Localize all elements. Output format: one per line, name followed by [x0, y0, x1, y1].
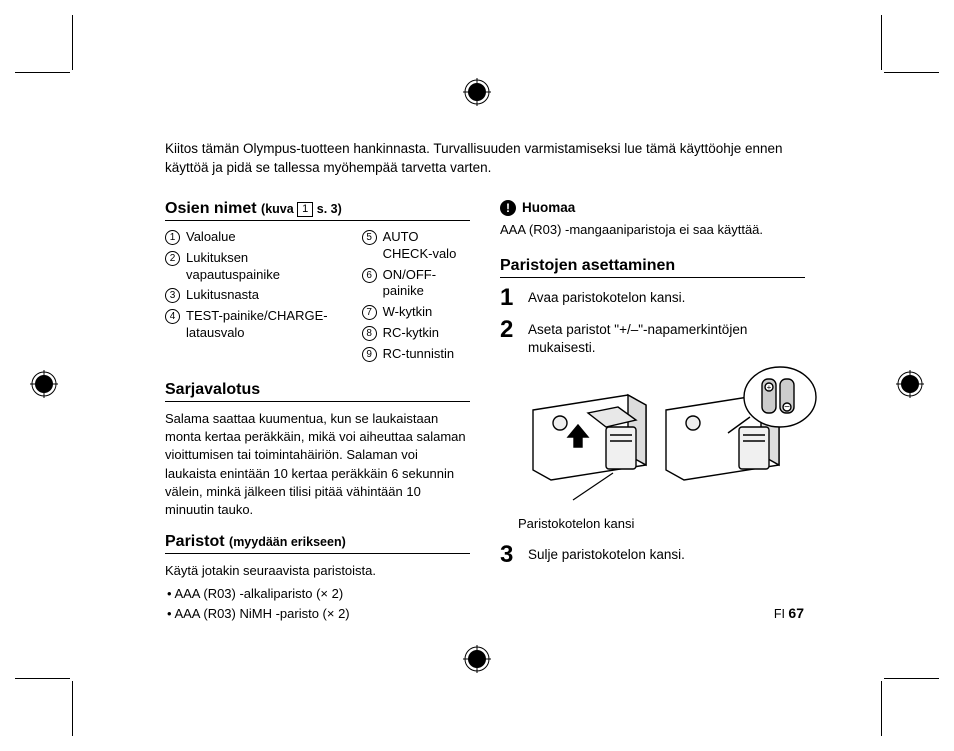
crop-mark	[884, 678, 939, 679]
section-parts-title: Osien nimet (kuva 1 s. 3)	[165, 200, 470, 221]
note-title: Huomaa	[522, 200, 575, 215]
parts-title-main: Osien nimet	[165, 200, 257, 217]
part-number-icon: 2	[165, 251, 180, 266]
batteries-title-sub: (myydään erikseen)	[229, 535, 346, 549]
step-text: Avaa paristokotelon kansi.	[528, 286, 685, 307]
part-label: Valoalue	[186, 229, 236, 246]
parts-col-right: 5 AUTO CHECK-valo 6 ON/OFF-painike 7 W-kytk…	[362, 229, 470, 363]
step-number: 3	[500, 543, 518, 567]
page-number: FI 67	[774, 605, 804, 621]
part-number-icon: 3	[165, 288, 180, 303]
bullet-text: AAA (R03) NiMH -paristo (× 2)	[174, 606, 349, 621]
part-item: 8 RC-kytkin	[362, 325, 470, 342]
part-label: Lukituksen vapautuspainike	[186, 250, 344, 284]
registration-mark-icon	[896, 370, 924, 398]
svg-text:−: −	[784, 402, 790, 413]
note-text: AAA (R03) -mangaaniparistoja ei saa käyt…	[500, 221, 805, 239]
registration-mark-icon	[463, 78, 491, 106]
bullet-text: AAA (R03) -alkaliparisto (× 2)	[174, 586, 343, 601]
step-number: 2	[500, 318, 518, 342]
bullet-item: • AAA (R03) -alkaliparisto (× 2)	[167, 584, 470, 604]
part-label: RC-tunnistin	[383, 346, 455, 363]
part-item: 2 Lukituksen vapautuspainike	[165, 250, 344, 284]
right-column: ! Huomaa AAA (R03) -mangaaniparistoja ei…	[500, 200, 805, 625]
part-label: RC-kytkin	[383, 325, 439, 342]
intro-text: Kiitos tämän Olympus-tuotteen hankinnast…	[165, 140, 805, 178]
section-burst-title: Sarjavalotus	[165, 381, 470, 402]
crop-mark	[881, 15, 882, 70]
step-item: 3 Sulje paristokotelon kansi.	[500, 543, 805, 567]
part-item: 9 RC-tunnistin	[362, 346, 470, 363]
crop-mark	[72, 681, 73, 736]
part-item: 6 ON/OFF-painike	[362, 267, 470, 301]
parts-list: 1 Valoalue 2 Lukituksen vapautuspainike 3L…	[165, 229, 470, 363]
part-label: Lukitusnasta	[186, 287, 259, 304]
part-number-icon: 4	[165, 309, 180, 324]
part-item: 1 Valoalue	[165, 229, 344, 246]
parts-col-left: 1 Valoalue 2 Lukituksen vapautuspainike 3L…	[165, 229, 344, 363]
page-content: Kiitos tämän Olympus-tuotteen hankinnast…	[165, 140, 805, 625]
note-icon: !	[500, 200, 516, 216]
page-lang: FI	[774, 607, 785, 621]
left-column: Osien nimet (kuva 1 s. 3) 1 Valoalue 2 Luk…	[165, 200, 470, 625]
battery-figure: + −	[518, 365, 818, 510]
part-item: 3 Lukitusnasta	[165, 287, 344, 304]
batteries-title-main: Paristot	[165, 533, 225, 550]
crop-mark	[72, 15, 73, 70]
part-label: W-kytkin	[383, 304, 433, 321]
crop-mark	[15, 678, 70, 679]
steps-list-2: 3 Sulje paristokotelon kansi.	[500, 543, 805, 567]
part-number-icon: 7	[362, 305, 377, 320]
part-number-icon: 9	[362, 347, 377, 362]
step-item: 2 Aseta paristot "+/–"-napamerkintöjen m…	[500, 318, 805, 357]
bullet-item: • AAA (R03) NiMH -paristo (× 2)	[167, 604, 470, 624]
step-text: Aseta paristot "+/–"-napamerkintöjen muk…	[528, 318, 805, 357]
step-number: 1	[500, 286, 518, 310]
batteries-text: Käytä jotakin seuraavista paristoista.	[165, 562, 470, 580]
step-item: 1 Avaa paristokotelon kansi.	[500, 286, 805, 310]
crop-mark	[881, 681, 882, 736]
part-label: ON/OFF-painike	[383, 267, 470, 301]
burst-text: Salama saattaa kuumentua, kun se laukais…	[165, 410, 470, 519]
section-batteries-title: Paristot (myydään erikseen)	[165, 533, 470, 554]
parts-title-page: s. 3)	[313, 202, 342, 216]
steps-list: 1 Avaa paristokotelon kansi. 2 Aseta par…	[500, 286, 805, 357]
part-number-icon: 1	[165, 230, 180, 245]
part-number-icon: 5	[362, 230, 377, 245]
note-row: ! Huomaa	[500, 200, 805, 216]
battery-bullets: • AAA (R03) -alkaliparisto (× 2) • AAA (…	[167, 584, 470, 624]
part-label: AUTO CHECK-valo	[383, 229, 470, 263]
crop-mark	[884, 72, 939, 73]
crop-mark	[15, 72, 70, 73]
part-item: 5 AUTO CHECK-valo	[362, 229, 470, 263]
burst-title: Sarjavalotus	[165, 381, 260, 398]
part-item: 7 W-kytkin	[362, 304, 470, 321]
page-num-value: 67	[788, 605, 804, 621]
registration-mark-icon	[463, 645, 491, 673]
insert-title: Paristojen asettaminen	[500, 257, 675, 274]
part-number-icon: 6	[362, 268, 377, 283]
step-text: Sulje paristokotelon kansi.	[528, 543, 685, 564]
parts-title-sub: (kuva	[261, 202, 294, 216]
registration-mark-icon	[30, 370, 58, 398]
figure-caption: Paristokotelon kansi	[518, 516, 805, 531]
part-number-icon: 8	[362, 326, 377, 341]
part-item: 4 TEST-painike/CHARGE-latausvalo	[165, 308, 344, 342]
part-label: TEST-painike/CHARGE-latausvalo	[186, 308, 344, 342]
section-insert-title: Paristojen asettaminen	[500, 257, 805, 278]
svg-text:+: +	[767, 383, 772, 392]
figure-ref-box: 1	[297, 202, 313, 217]
